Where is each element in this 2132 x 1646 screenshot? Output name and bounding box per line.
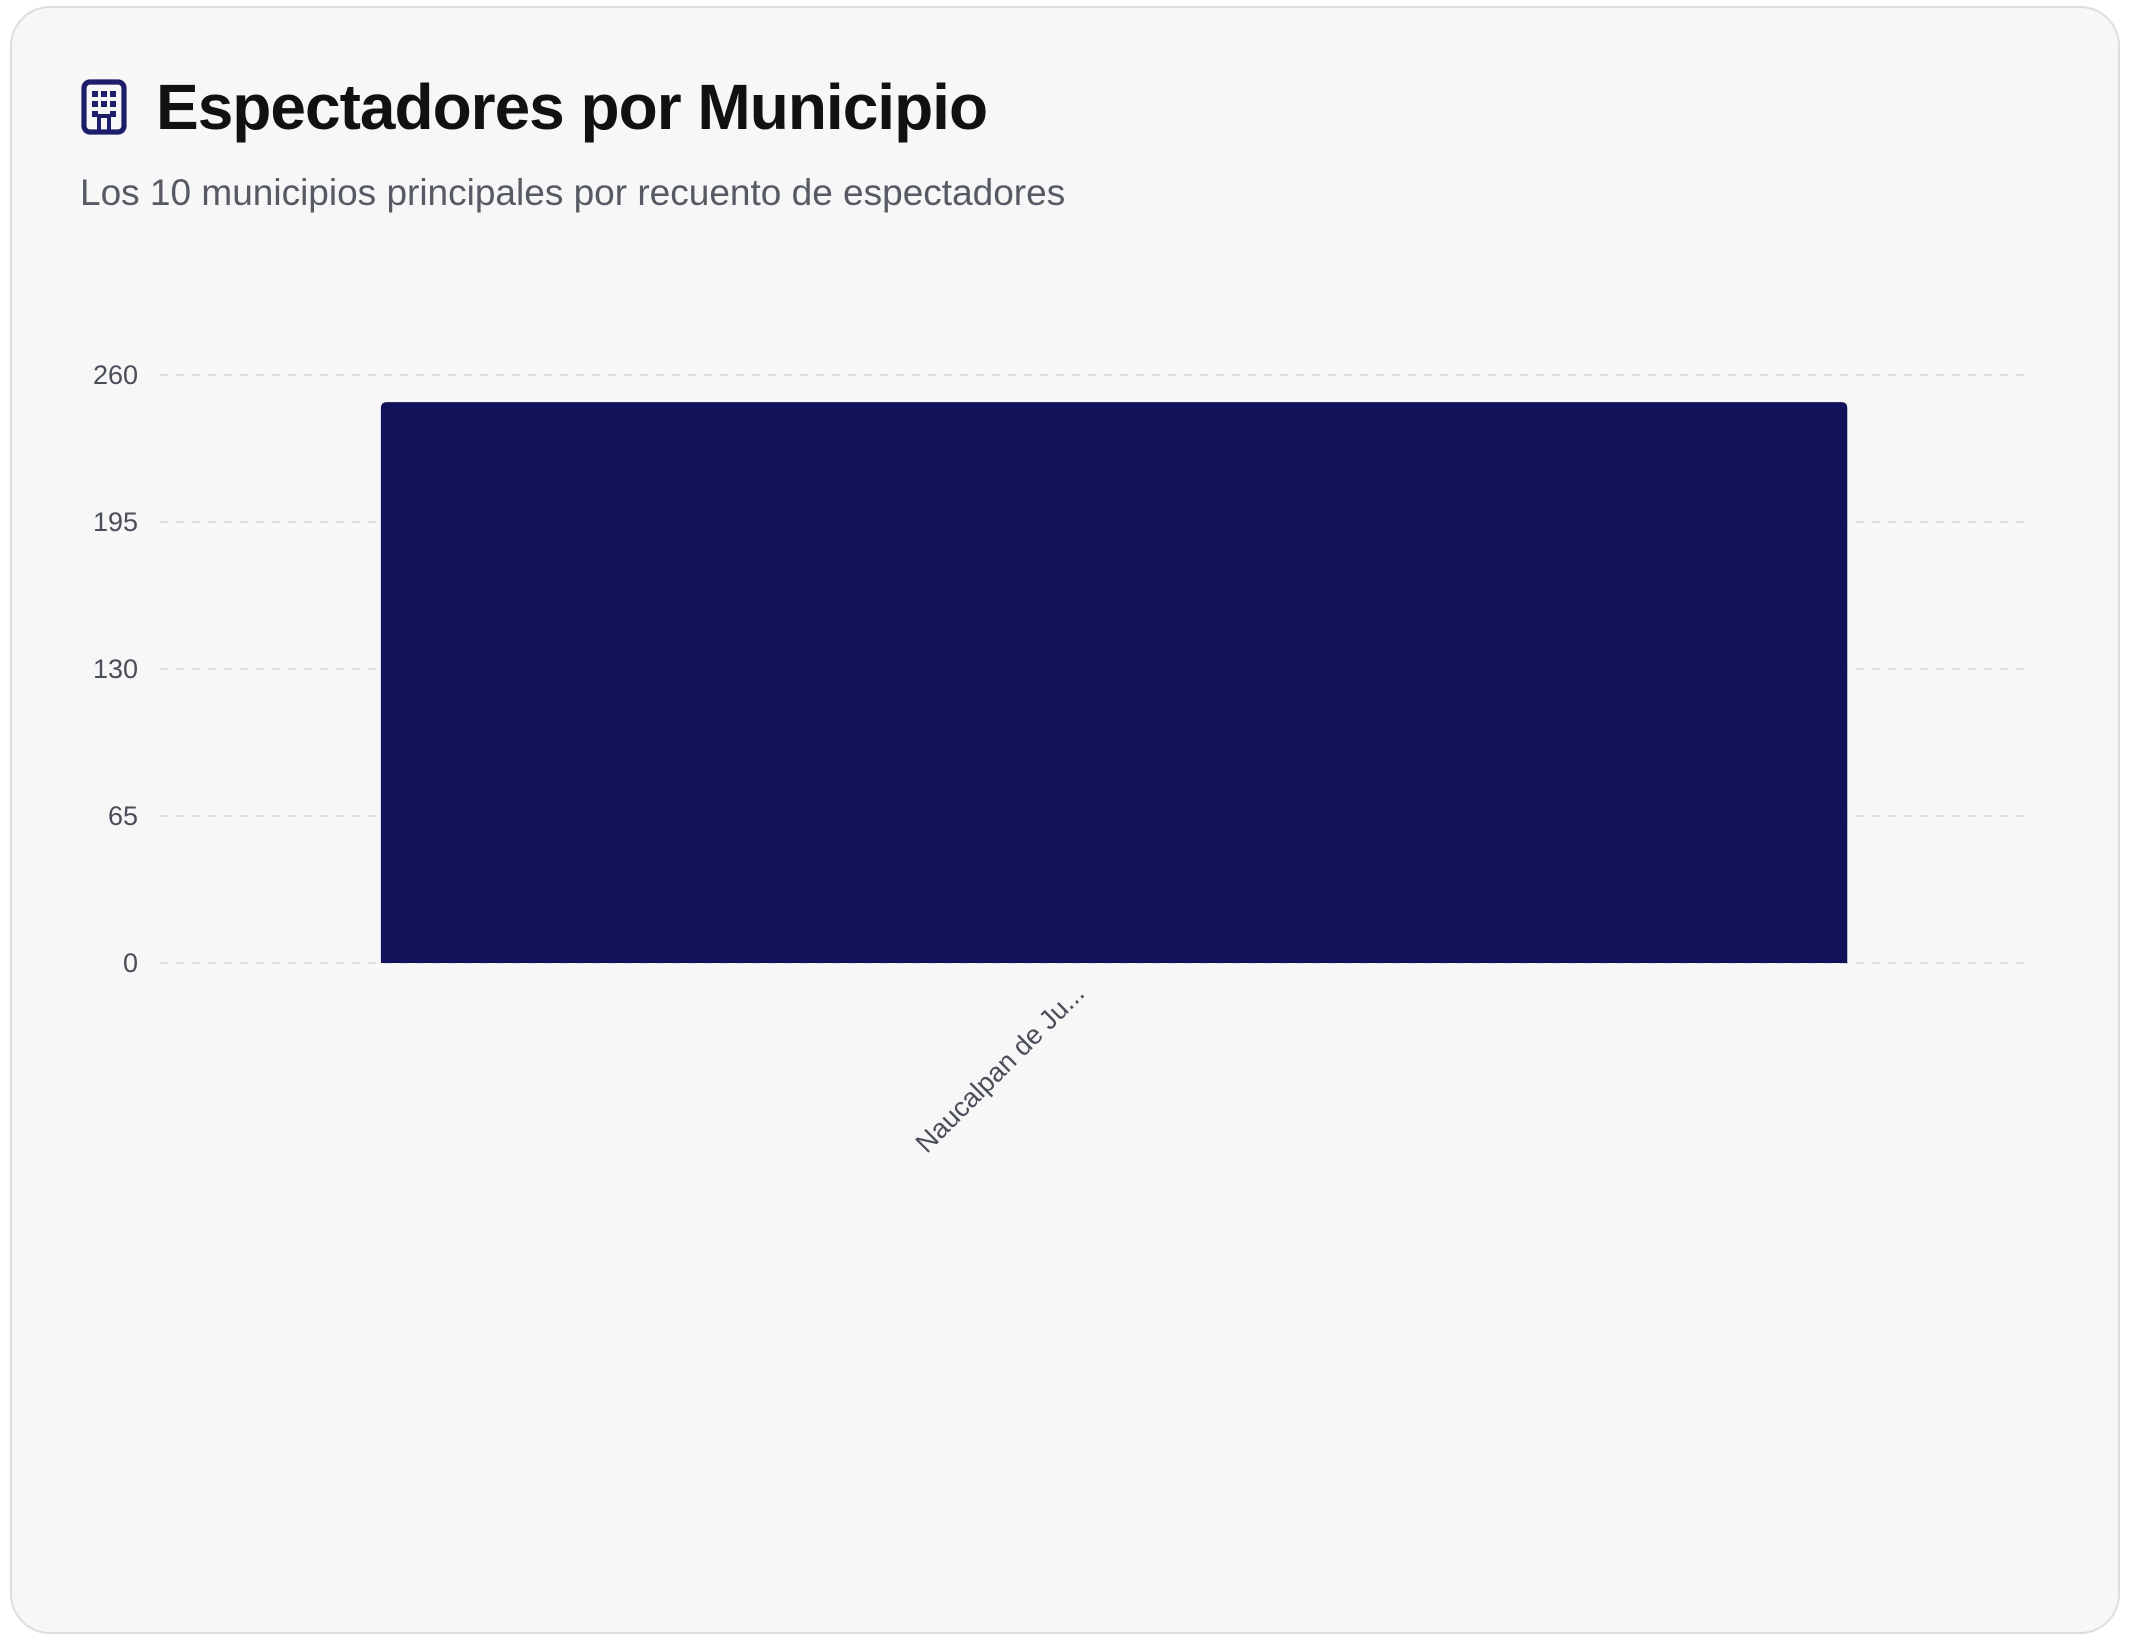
y-tick-label: 130 (93, 654, 138, 684)
y-tick-label: 260 (93, 360, 138, 390)
bars (380, 402, 1848, 964)
bar (380, 402, 1848, 964)
x-tick-label: Naucalpan de Ju... (910, 978, 1090, 1158)
building-icon (81, 79, 127, 135)
y-tick-label: 0 (123, 948, 138, 978)
y-tick-label: 195 (93, 507, 138, 537)
chart-title: Espectadores por Municipio (156, 71, 988, 143)
x-axis-labels: Naucalpan de Ju... (910, 978, 1090, 1158)
y-axis-ticks: 0 65 130 195 260 (93, 360, 138, 978)
y-tick-label: 65 (108, 801, 138, 831)
chart-subtitle: Los 10 municipios principales por recuen… (80, 172, 1066, 213)
card-header: Espectadores por Municipio (80, 70, 988, 144)
